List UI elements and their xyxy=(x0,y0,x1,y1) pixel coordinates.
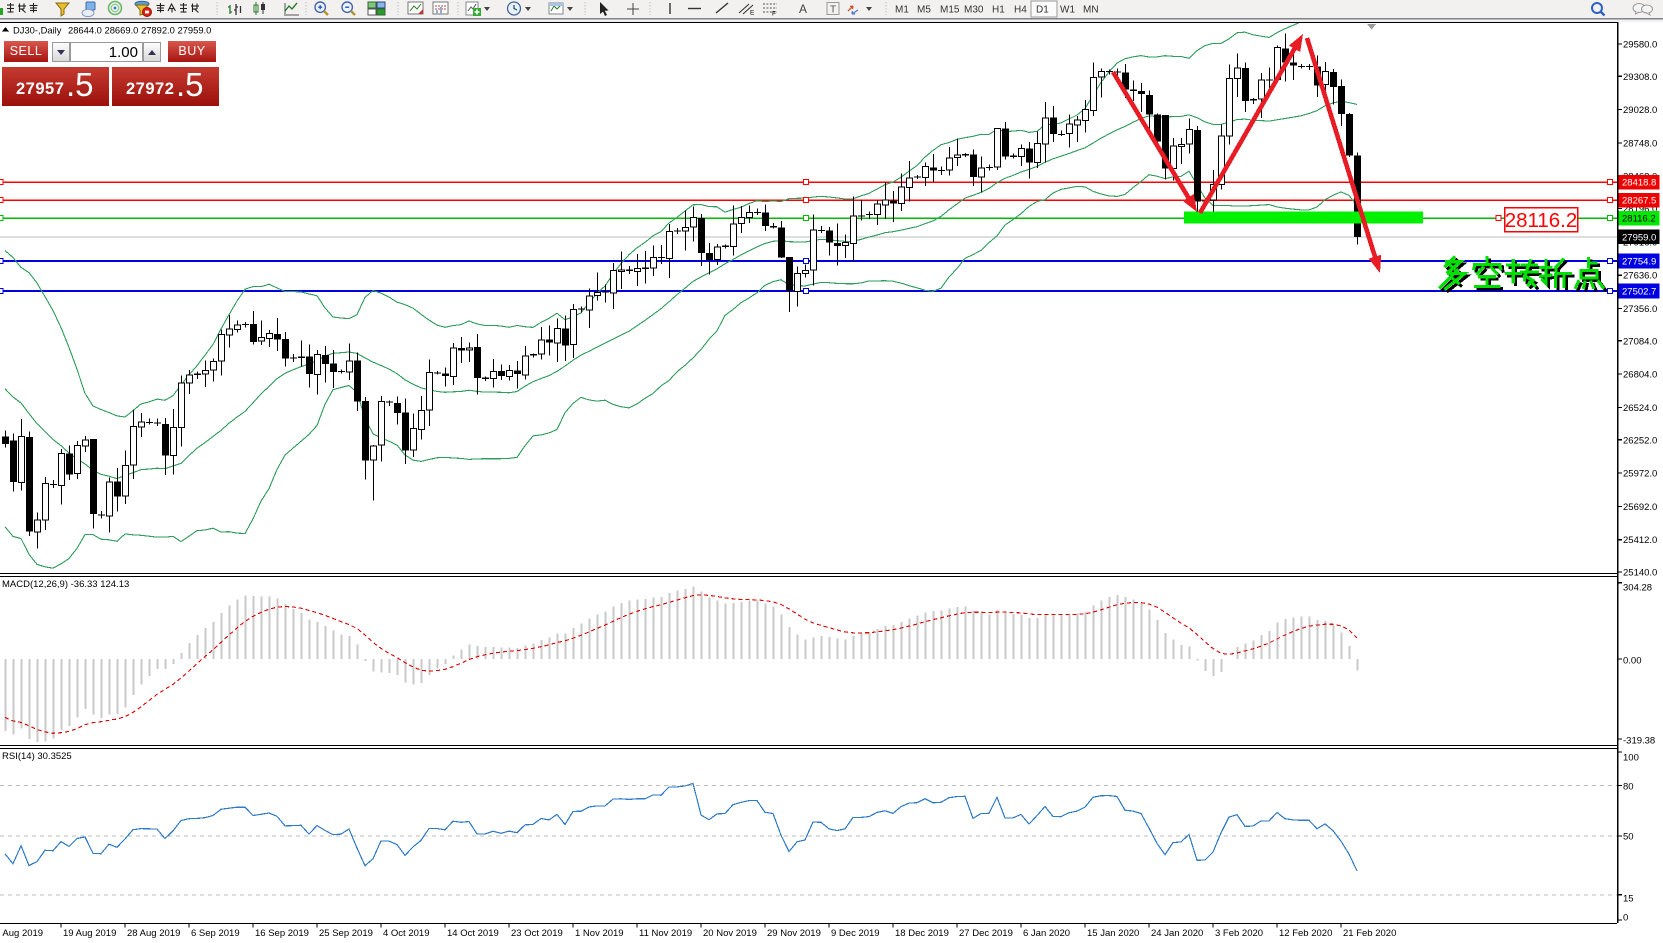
svg-text:28196.0: 28196.0 xyxy=(1623,204,1657,215)
svg-text:28116.2: 28116.2 xyxy=(1505,209,1578,232)
svg-text:A: A xyxy=(799,2,807,16)
svg-text:28418.8: 28418.8 xyxy=(1622,178,1656,189)
svg-text:25140.0: 25140.0 xyxy=(1623,568,1657,579)
svg-text:RSI(14) 30.3525: RSI(14) 30.3525 xyxy=(2,751,72,762)
svg-text:16 Sep 2019: 16 Sep 2019 xyxy=(255,928,309,939)
svg-text:27754.9: 27754.9 xyxy=(1622,257,1656,268)
svg-text:9 Aug 2019: 9 Aug 2019 xyxy=(0,928,43,939)
svg-text:27 Dec 2019: 27 Dec 2019 xyxy=(959,928,1013,939)
svg-text:12 Feb 2020: 12 Feb 2020 xyxy=(1279,928,1332,939)
svg-text:15: 15 xyxy=(1623,894,1634,905)
svg-text:28 Aug 2019: 28 Aug 2019 xyxy=(127,928,180,939)
svg-text:19 Aug 2019: 19 Aug 2019 xyxy=(63,928,116,939)
svg-text:0: 0 xyxy=(1623,913,1628,924)
svg-text:M15: M15 xyxy=(940,5,960,16)
svg-text:28644.0 28669.0 27892.0 27959.: 28644.0 28669.0 27892.0 27959.0 xyxy=(68,25,211,36)
svg-text:29308.0: 29308.0 xyxy=(1623,72,1657,83)
svg-text:14 Oct 2019: 14 Oct 2019 xyxy=(447,928,499,939)
svg-text:11 Nov 2019: 11 Nov 2019 xyxy=(639,928,692,939)
svg-text:MN: MN xyxy=(1083,5,1099,16)
svg-text:15 Jan 2020: 15 Jan 2020 xyxy=(1087,928,1139,939)
svg-text:6 Jan 2020: 6 Jan 2020 xyxy=(1023,928,1070,939)
svg-text:27502.7: 27502.7 xyxy=(1622,287,1656,298)
svg-text:M1: M1 xyxy=(895,5,909,16)
svg-text:0.00: 0.00 xyxy=(1623,656,1642,667)
svg-text:D1: D1 xyxy=(1036,5,1049,16)
svg-text:9 Dec 2019: 9 Dec 2019 xyxy=(831,928,880,939)
svg-text:H1: H1 xyxy=(992,5,1005,16)
svg-text:304.28: 304.28 xyxy=(1623,583,1652,594)
svg-text:6 Sep 2019: 6 Sep 2019 xyxy=(191,928,240,939)
svg-text:E: E xyxy=(750,10,755,17)
svg-text:27959.0: 27959.0 xyxy=(1622,232,1656,243)
svg-text:W1: W1 xyxy=(1060,5,1075,16)
svg-text:26252.0: 26252.0 xyxy=(1623,435,1657,446)
svg-text:27356.0: 27356.0 xyxy=(1623,304,1657,315)
svg-text:28116.2: 28116.2 xyxy=(1622,214,1656,225)
svg-text:M5: M5 xyxy=(917,5,931,16)
svg-text:18 Dec 2019: 18 Dec 2019 xyxy=(895,928,949,939)
svg-text:25412.0: 25412.0 xyxy=(1623,535,1657,546)
svg-text:26524.0: 26524.0 xyxy=(1623,403,1657,414)
svg-text:28267.5: 28267.5 xyxy=(1622,196,1656,207)
svg-text:-319.38: -319.38 xyxy=(1623,736,1655,747)
svg-text:F: F xyxy=(772,11,776,18)
svg-text:25 Sep 2019: 25 Sep 2019 xyxy=(319,928,373,939)
svg-text:24 Jan 2020: 24 Jan 2020 xyxy=(1151,928,1203,939)
svg-text:MACD(12,26,9) -36.33 124.13: MACD(12,26,9) -36.33 124.13 xyxy=(2,579,129,590)
svg-text:100: 100 xyxy=(1623,753,1639,764)
svg-text:27636.0: 27636.0 xyxy=(1623,271,1657,282)
svg-text:23 Oct 2019: 23 Oct 2019 xyxy=(511,928,563,939)
svg-text:T: T xyxy=(830,5,836,16)
svg-text:29028.0: 29028.0 xyxy=(1623,105,1657,116)
svg-text:80: 80 xyxy=(1623,782,1634,793)
svg-text:25692.0: 25692.0 xyxy=(1623,502,1657,513)
svg-text:27084.0: 27084.0 xyxy=(1623,336,1657,347)
svg-text:3 Feb 2020: 3 Feb 2020 xyxy=(1215,928,1263,939)
svg-text:M30: M30 xyxy=(964,5,984,16)
svg-text:50: 50 xyxy=(1623,832,1634,843)
svg-text:26804.0: 26804.0 xyxy=(1623,370,1657,381)
svg-text:DJ30-,Daily: DJ30-,Daily xyxy=(13,25,62,36)
svg-text:H4: H4 xyxy=(1014,5,1027,16)
svg-text:29580.0: 29580.0 xyxy=(1623,40,1657,51)
svg-text:1 Nov 2019: 1 Nov 2019 xyxy=(575,928,624,939)
svg-text:28748.0: 28748.0 xyxy=(1623,138,1657,149)
svg-text:20 Nov 2019: 20 Nov 2019 xyxy=(703,928,757,939)
svg-text:4 Oct 2019: 4 Oct 2019 xyxy=(383,928,429,939)
svg-text:25972.0: 25972.0 xyxy=(1623,469,1657,480)
svg-text:29 Nov 2019: 29 Nov 2019 xyxy=(767,928,821,939)
svg-text:21 Feb 2020: 21 Feb 2020 xyxy=(1343,928,1396,939)
